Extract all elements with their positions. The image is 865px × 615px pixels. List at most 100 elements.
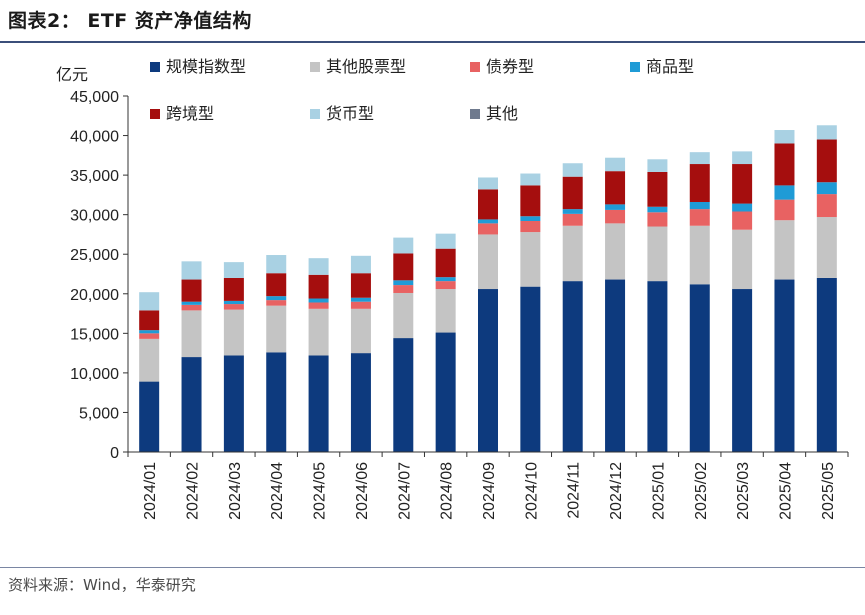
bar-segment — [520, 232, 541, 287]
bar-segment — [605, 223, 626, 280]
bar-segment — [393, 253, 414, 281]
bar-segment — [266, 300, 287, 306]
bar-segment — [181, 357, 202, 452]
bar-segment — [478, 223, 498, 235]
bar-segment — [774, 220, 795, 280]
bar-segment — [520, 286, 541, 452]
bar-segment — [816, 194, 837, 218]
stacked-bar-chart: 0 5,000 10,000 15,000 20,000 25,000 30,000 35,0… — [56, 57, 849, 520]
y-tick-label: 15,000 — [70, 326, 119, 343]
bar-segment — [181, 304, 202, 311]
x-tick-label: 2025/04 — [777, 462, 794, 520]
bar-segment — [139, 292, 160, 311]
legend-swatch — [150, 109, 160, 119]
bar-segment — [732, 151, 753, 165]
bar-segment — [139, 338, 160, 382]
bar-segment — [774, 130, 795, 144]
bar-segment — [308, 308, 329, 356]
bar-segment — [139, 333, 160, 339]
bar-segment — [181, 310, 202, 358]
y-tick-label: 40,000 — [70, 129, 119, 146]
bar-segment — [816, 217, 837, 278]
bar-segment — [520, 173, 541, 186]
legend-swatch — [310, 62, 320, 72]
bar-segment — [689, 209, 710, 226]
x-tick-label: 2024/07 — [396, 462, 413, 520]
bar-segment — [562, 163, 583, 177]
bar-segment — [689, 152, 710, 165]
x-tick-label: 2025/05 — [820, 462, 837, 520]
y-tick-label: 25,000 — [70, 247, 119, 264]
bar-segment — [689, 164, 710, 203]
legend-label: 规模指数型 — [166, 57, 246, 76]
bar-segment — [520, 185, 541, 217]
bar-segment — [393, 285, 414, 293]
bar-segment — [774, 143, 795, 186]
bar-segment — [393, 280, 414, 286]
bar-segment — [605, 157, 626, 172]
bar-segment — [562, 281, 583, 452]
bar-segment — [647, 171, 668, 207]
bar-segment — [435, 248, 456, 278]
bar-segment — [774, 279, 795, 452]
footer-divider — [0, 567, 865, 568]
bar-segment — [605, 279, 626, 452]
bar-segment — [435, 332, 456, 452]
bar-segment — [478, 189, 498, 220]
bar-segment — [435, 233, 456, 249]
bar-segment — [689, 284, 710, 452]
bar-segment — [139, 381, 160, 452]
bar-segment — [478, 219, 498, 224]
x-tick-label: 2024/06 — [354, 462, 371, 520]
legend-label: 债券型 — [486, 57, 534, 76]
bar-segment — [350, 297, 371, 302]
source-note: 资料来源：Wind，华泰研究 — [8, 576, 196, 594]
y-tick-label: 30,000 — [70, 208, 119, 225]
bar-segment — [308, 302, 329, 309]
bar-segment — [350, 308, 371, 354]
bar-segment — [605, 209, 626, 224]
bar-segment — [647, 212, 668, 227]
bar-segment — [266, 296, 287, 301]
legend-swatch — [150, 62, 160, 72]
y-tick-label: 20,000 — [70, 287, 119, 304]
bar-segment — [816, 182, 837, 195]
legend-swatch — [470, 62, 480, 72]
x-tick-label: 2024/02 — [185, 462, 202, 520]
bar-segment — [520, 216, 541, 221]
bar-segment — [732, 211, 753, 230]
bar-segment — [393, 338, 414, 452]
title-divider — [0, 41, 865, 43]
legend-label: 其他股票型 — [326, 57, 406, 76]
bar-segment — [647, 206, 668, 213]
legend-swatch — [630, 62, 640, 72]
x-tick-label: 2024/09 — [481, 462, 498, 520]
bar-segment — [266, 352, 287, 452]
x-tick-label: 2024/11 — [566, 462, 583, 519]
bar-segment — [139, 330, 160, 334]
bar-segment — [266, 305, 287, 353]
bar-segment — [478, 177, 498, 190]
x-tick-label: 2024/08 — [439, 462, 456, 520]
legend-label: 跨境型 — [166, 104, 214, 123]
x-tick-label: 2024/01 — [142, 462, 159, 520]
x-tick-label: 2024/03 — [227, 462, 244, 520]
bar-segment — [774, 185, 795, 200]
bar-segment — [732, 203, 753, 212]
bar-segment — [223, 309, 244, 356]
bar-segment — [223, 355, 244, 452]
bar-segment — [435, 281, 456, 290]
x-tick-label: 2025/01 — [650, 462, 667, 520]
bar-segment — [562, 213, 583, 226]
bar-segment — [223, 300, 244, 305]
chart-title: 图表2： ETF 资产净值结构 — [8, 10, 252, 32]
bar-segment — [689, 202, 710, 210]
bar-segment — [435, 289, 456, 333]
x-tick-label: 2025/03 — [735, 462, 752, 520]
y-unit-label: 亿元 — [56, 65, 88, 84]
bar-segment — [478, 234, 498, 290]
bar-segment — [816, 139, 837, 183]
bar-segment — [308, 258, 329, 275]
bar-segment — [520, 220, 541, 233]
bar-segment — [605, 171, 626, 205]
